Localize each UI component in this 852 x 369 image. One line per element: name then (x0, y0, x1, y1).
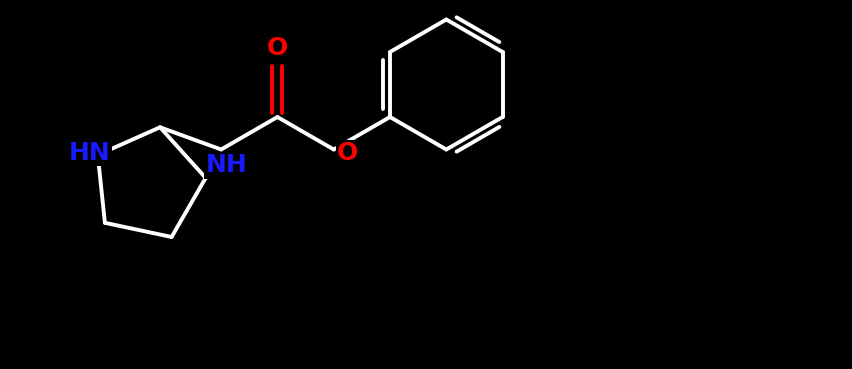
Text: O: O (267, 36, 288, 60)
Text: O: O (337, 141, 359, 166)
Text: HN: HN (69, 141, 111, 165)
Text: NH: NH (205, 154, 247, 177)
